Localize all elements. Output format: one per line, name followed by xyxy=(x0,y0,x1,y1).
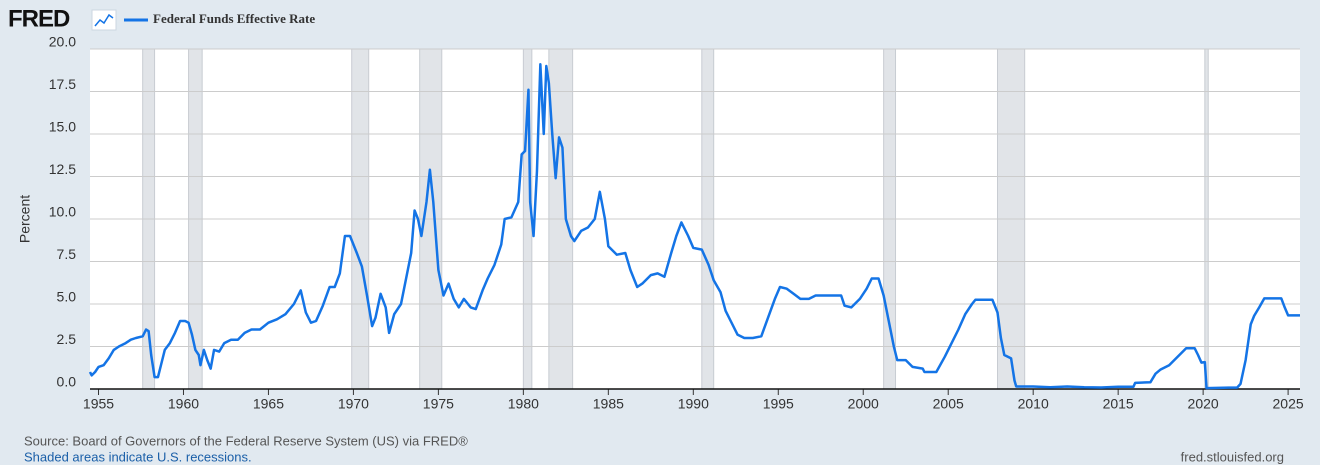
logo-icon xyxy=(91,9,117,31)
recession-note: Shaded areas indicate U.S. recessions. xyxy=(24,449,252,464)
y-tick-label: 20.0 xyxy=(49,34,76,50)
y-tick-label: 17.5 xyxy=(49,76,76,92)
x-tick-label: 1965 xyxy=(253,396,284,412)
y-tick-label: 5.0 xyxy=(57,289,77,305)
y-tick-label: 2.5 xyxy=(57,331,77,347)
y-tick-label: 15.0 xyxy=(49,119,76,135)
site-url: fred.stlouisfed.org xyxy=(1181,449,1284,464)
source: Source: Board of Governors of the Federa… xyxy=(24,433,468,448)
legend-label: Federal Funds Effective Rate xyxy=(153,11,315,26)
x-tick-label: 1995 xyxy=(763,396,794,412)
x-tick-label: 1990 xyxy=(678,396,709,412)
x-tick-label: 1985 xyxy=(593,396,624,412)
y-tick-label: 10.0 xyxy=(49,204,76,220)
x-tick-label: 2015 xyxy=(1103,396,1134,412)
y-axis-label: Percent xyxy=(17,195,33,243)
x-tick-label: 2005 xyxy=(933,396,964,412)
data-line xyxy=(88,63,1300,390)
x-tick-label: 2010 xyxy=(1018,396,1049,412)
x-tick-label: 1970 xyxy=(338,396,369,412)
x-tick-label: 1960 xyxy=(168,396,199,412)
x-tick-label: 1975 xyxy=(423,396,454,412)
y-tick-label: 0.0 xyxy=(57,374,77,390)
x-tick-label: 2025 xyxy=(1273,396,1304,412)
logo: FRED xyxy=(8,5,70,32)
x-tick-label: 2000 xyxy=(848,396,879,412)
x-tick-label: 1980 xyxy=(508,396,539,412)
y-tick-label: 12.5 xyxy=(49,161,76,177)
x-tick-label: 2020 xyxy=(1188,396,1219,412)
y-tick-label: 7.5 xyxy=(57,246,77,262)
x-tick-label: 1955 xyxy=(83,396,114,412)
